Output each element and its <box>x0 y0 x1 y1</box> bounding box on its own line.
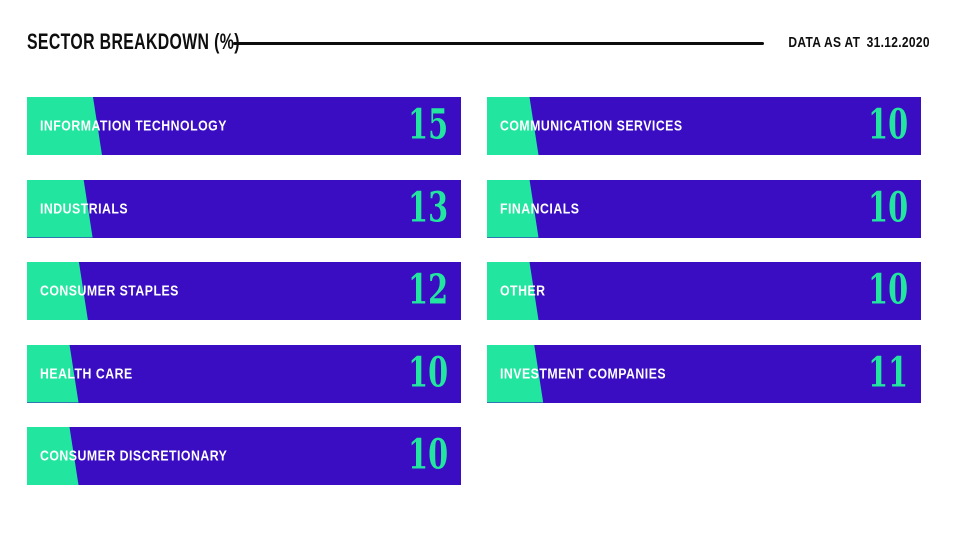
bar-value: 12 <box>408 265 448 314</box>
bar-label: INVESTMENT COMPANIES <box>500 365 667 382</box>
sector-bar: OTHER 10 <box>487 262 921 320</box>
bar-label: OTHER <box>500 282 546 300</box>
bar-accent-wedge <box>27 427 79 485</box>
bar-value: 10 <box>868 265 908 314</box>
header-rule-line <box>233 42 764 45</box>
sector-bar: COMMUNICATION SERVICES 10 <box>487 97 921 155</box>
bar-label: INFORMATION TECHNOLOGY <box>40 117 227 135</box>
sector-bar: INVESTMENT COMPANIES 11 <box>487 344 921 403</box>
bar-accent-wedge <box>27 97 102 155</box>
sector-bar: FINANCIALS 10 <box>487 179 921 238</box>
data-as-at: DATA AS AT 31.12.2020 <box>788 34 930 51</box>
bar-label: COMMUNICATION SERVICES <box>500 117 683 135</box>
bar-value: 10 <box>408 347 448 396</box>
bar-accent-wedge <box>487 262 539 320</box>
bar-label: HEALTH CARE <box>40 365 133 382</box>
bar-accent-wedge <box>27 344 79 403</box>
bar-value: 11 <box>868 347 908 396</box>
sector-bar: CONSUMER STAPLES 12 <box>27 262 461 320</box>
bar-accent-wedge <box>487 179 539 238</box>
bar-value: 10 <box>408 430 448 479</box>
bars-column-right: COMMUNICATION SERVICES 10 FINANCIALS 10 … <box>487 97 921 427</box>
bar-value: 10 <box>868 100 908 149</box>
sector-bar: HEALTH CARE 10 <box>27 344 461 403</box>
sector-bar: INFORMATION TECHNOLOGY 15 <box>27 97 461 155</box>
sector-bar: CONSUMER DISCRETIONARY 10 <box>27 427 461 485</box>
bar-label: FINANCIALS <box>500 200 580 217</box>
bar-value: 15 <box>408 100 448 149</box>
bar-accent-wedge <box>487 344 544 403</box>
sector-bar: INDUSTRIALS 13 <box>27 179 461 238</box>
date-label: DATA AS AT <box>788 34 861 51</box>
bars-column-left: INFORMATION TECHNOLOGY 15 INDUSTRIALS 13… <box>27 97 461 510</box>
bar-label: CONSUMER DISCRETIONARY <box>40 447 228 465</box>
bar-value: 13 <box>408 182 448 231</box>
date-value: 31.12.2020 <box>866 34 930 51</box>
bar-accent-wedge <box>27 262 88 320</box>
bar-label: CONSUMER STAPLES <box>40 282 179 300</box>
bar-accent-wedge <box>487 97 539 155</box>
bar-label: INDUSTRIALS <box>40 200 129 217</box>
bar-accent-wedge <box>27 179 93 238</box>
bar-value: 10 <box>868 182 908 231</box>
page-title: SECTOR BREAKDOWN (%) <box>27 29 240 54</box>
